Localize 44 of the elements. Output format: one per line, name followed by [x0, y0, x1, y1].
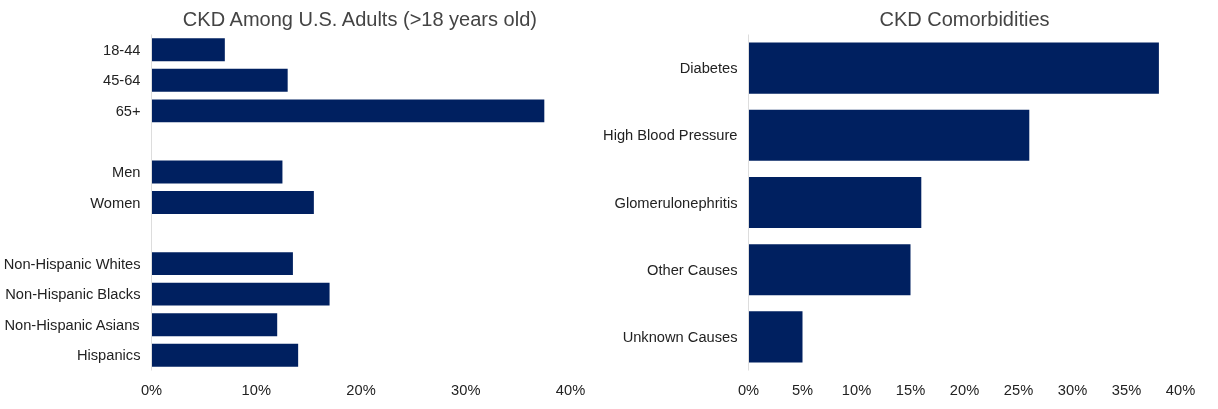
bar [151, 68, 288, 92]
y-tick-label: Hispanics [76, 347, 141, 364]
x-tick-label: 15% [895, 381, 926, 398]
y-tick-label: High Blood Pressure [603, 127, 738, 144]
y-tick-label: Non-Hispanic Blacks [5, 286, 141, 303]
chart-title: CKD Among U.S. Adults (>18 years old) [182, 7, 537, 30]
x-tick-label: 40% [1165, 381, 1196, 398]
bar [151, 313, 278, 337]
y-tick-label: Non-Hispanic Asians [4, 316, 140, 333]
bar [748, 311, 803, 363]
x-tick-label: 10% [841, 381, 872, 398]
x-tick-label: 0% [140, 381, 163, 398]
x-tick-label: 10% [241, 381, 271, 398]
y-tick-label: Diabetes [679, 60, 738, 77]
bar [748, 109, 1030, 161]
bar [151, 38, 225, 62]
bar [151, 160, 283, 184]
bar [151, 191, 314, 214]
x-tick-label: 25% [1003, 381, 1034, 398]
bar [151, 252, 293, 276]
bar [151, 99, 545, 123]
y-tick-label: 18-44 [103, 41, 141, 58]
bar [748, 42, 1159, 94]
y-tick-label: Other Causes [647, 261, 738, 278]
bar [151, 343, 299, 367]
x-tick-label: 5% [791, 381, 814, 398]
x-tick-label: 0% [737, 381, 760, 398]
bar [748, 244, 911, 296]
x-tick-label: 20% [346, 381, 376, 398]
chart-title: CKD Comorbidities [879, 7, 1050, 30]
y-tick-label: Glomerulonephritis [614, 194, 738, 211]
y-tick-label: 65+ [115, 102, 141, 119]
y-tick-label: 45-64 [103, 72, 141, 89]
y-tick-label: Unknown Causes [622, 328, 738, 345]
x-tick-label: 20% [949, 381, 980, 398]
x-tick-label: 40% [555, 381, 586, 398]
y-tick-label: Men [111, 163, 141, 180]
x-tick-label: 35% [1111, 381, 1142, 398]
y-tick-label: Women [90, 194, 141, 211]
x-tick-label: 30% [1057, 381, 1088, 398]
bar [748, 176, 922, 229]
x-tick-label: 30% [451, 381, 481, 398]
bar [151, 282, 330, 306]
y-tick-label: Non-Hispanic Whites [3, 255, 141, 272]
